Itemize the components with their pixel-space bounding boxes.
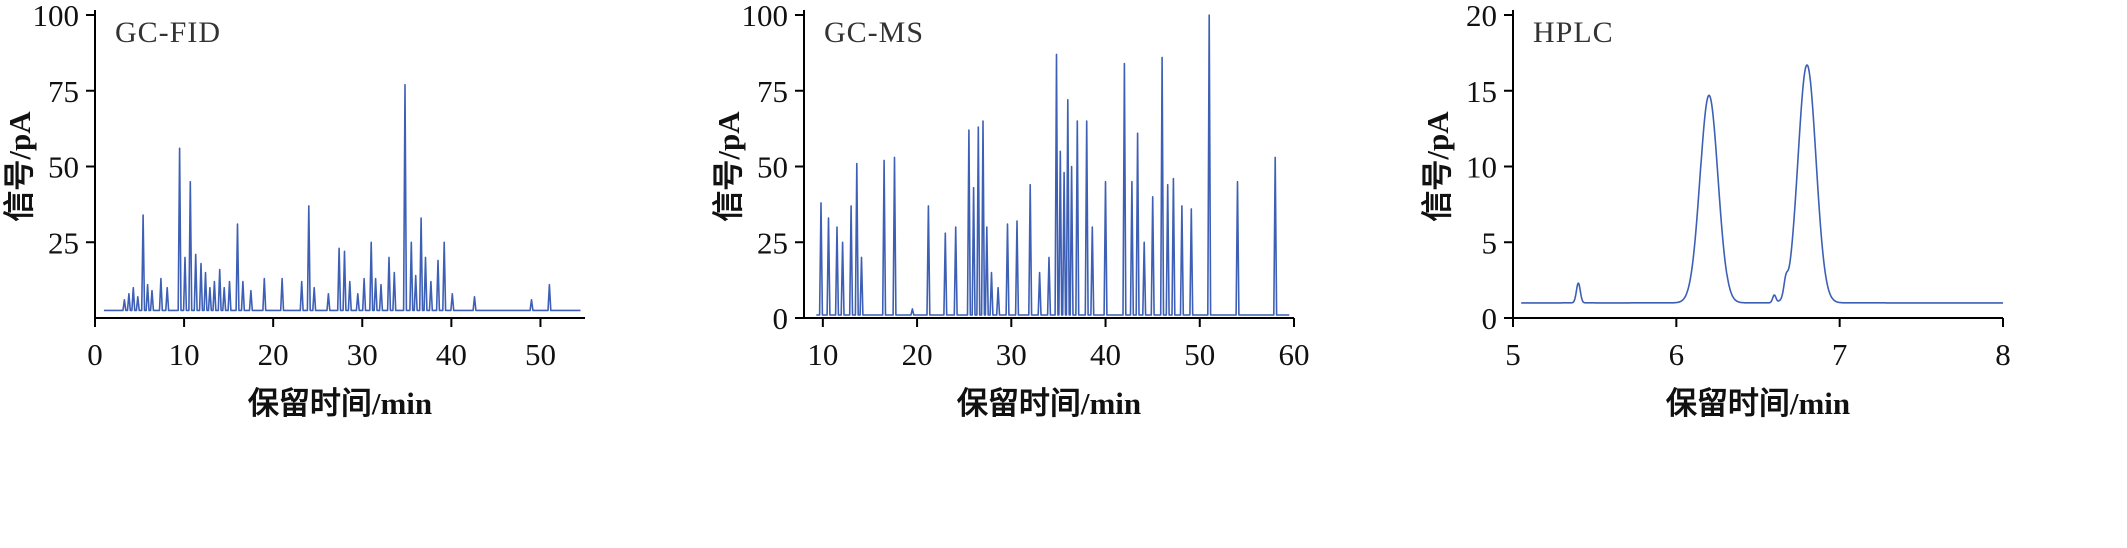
- svg-text:50: 50: [1184, 337, 1215, 372]
- svg-text:50: 50: [757, 150, 788, 185]
- svg-text:5: 5: [1482, 225, 1498, 260]
- svg-text:40: 40: [1090, 337, 1121, 372]
- svg-text:15: 15: [1466, 74, 1497, 109]
- svg-text:10: 10: [807, 337, 838, 372]
- svg-text:7: 7: [1832, 337, 1848, 372]
- svg-text:GC-FID: GC-FID: [115, 16, 221, 49]
- svg-text:GC-MS: GC-MS: [824, 16, 924, 49]
- svg-text:0: 0: [773, 301, 789, 336]
- svg-text:保留时间/min: 保留时间/min: [248, 386, 432, 421]
- svg-text:25: 25: [48, 225, 79, 260]
- svg-text:8: 8: [1995, 337, 2011, 372]
- svg-text:20: 20: [258, 337, 289, 372]
- svg-text:HPLC: HPLC: [1533, 16, 1614, 49]
- svg-text:40: 40: [436, 337, 467, 372]
- chart-panel-gc-fid: 0 10 20 30 40 50 25 50 75 100 保留时间/min 信号/pA GC-FID: [0, 0, 709, 548]
- chart-panel-hplc: 5 6 7 8 0 5 10 15 20 保留时间/min 信号/pA HPLC: [1418, 0, 2127, 548]
- svg-text:信号/pA: 信号/pA: [2, 111, 37, 222]
- svg-text:100: 100: [33, 0, 80, 33]
- chart-panel-gc-ms: 10 20 30 40 50 60 0 25 50 75 100 保留时间/min 信号/pA GC-MS: [709, 0, 1418, 548]
- svg-text:0: 0: [87, 337, 103, 372]
- svg-text:30: 30: [347, 337, 378, 372]
- svg-text:10: 10: [169, 337, 200, 372]
- svg-text:5: 5: [1505, 337, 1521, 372]
- svg-text:10: 10: [1466, 150, 1497, 185]
- svg-text:保留时间/min: 保留时间/min: [1666, 386, 1850, 421]
- svg-text:6: 6: [1669, 337, 1685, 372]
- svg-text:20: 20: [1466, 0, 1497, 33]
- svg-text:100: 100: [742, 0, 789, 33]
- gc-ms-chart: 10 20 30 40 50 60 0 25 50 75 100 保留时间/min 信号/pA GC-MS: [711, 0, 1310, 421]
- svg-text:60: 60: [1279, 337, 1310, 372]
- svg-text:50: 50: [48, 150, 79, 185]
- svg-text:保留时间/min: 保留时间/min: [957, 386, 1141, 421]
- svg-text:20: 20: [902, 337, 933, 372]
- svg-text:50: 50: [525, 337, 556, 372]
- svg-text:75: 75: [48, 74, 79, 109]
- svg-text:75: 75: [757, 74, 788, 109]
- svg-text:信号/pA: 信号/pA: [1420, 111, 1455, 222]
- svg-text:0: 0: [1482, 301, 1498, 336]
- svg-text:30: 30: [996, 337, 1027, 372]
- svg-text:25: 25: [757, 225, 788, 260]
- gc-fid-chart: 0 10 20 30 40 50 25 50 75 100 保留时间/min 信号/pA GC-FID: [2, 0, 585, 421]
- svg-text:信号/pA: 信号/pA: [711, 111, 746, 222]
